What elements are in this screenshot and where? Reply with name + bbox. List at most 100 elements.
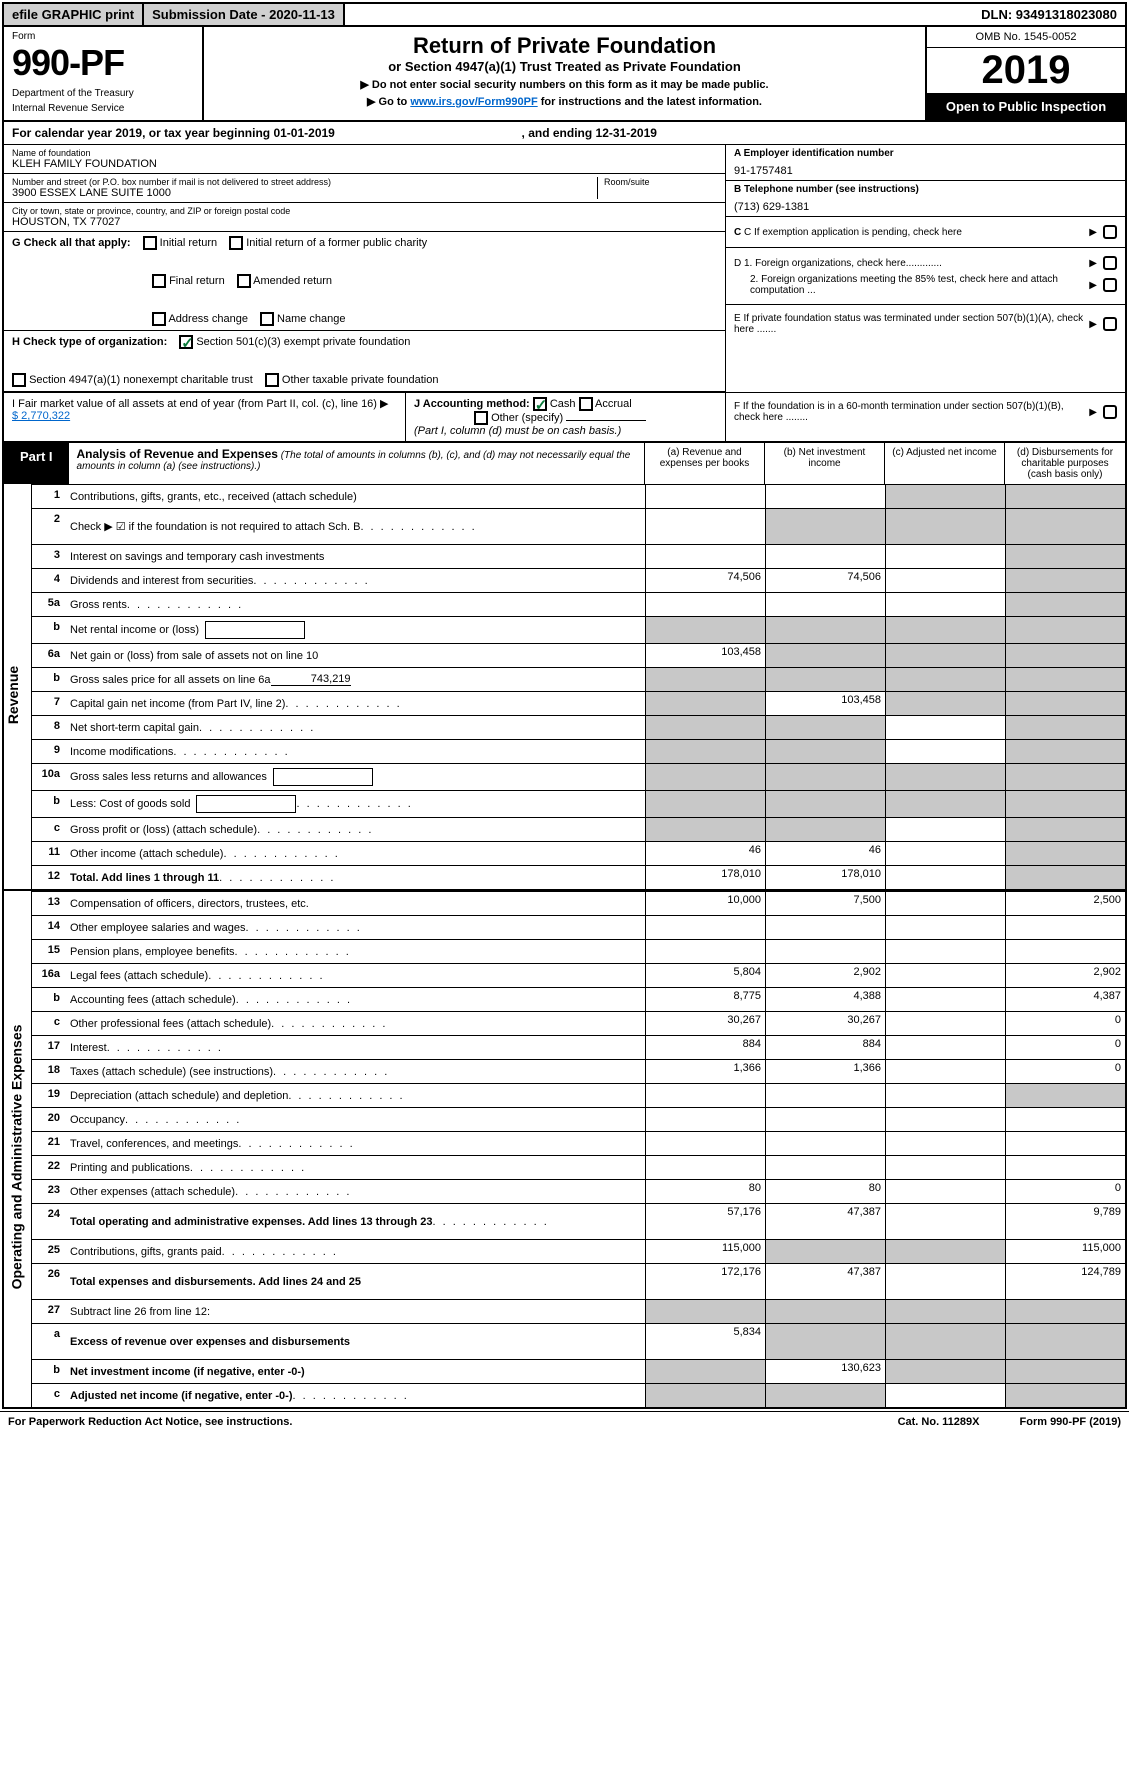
- header-right: OMB No. 1545-0052 2019 Open to Public In…: [925, 27, 1125, 120]
- data-cell: 0: [1005, 1012, 1125, 1035]
- data-cell: [1005, 692, 1125, 715]
- data-cell: [885, 866, 1005, 889]
- data-cell: 130,623: [765, 1360, 885, 1383]
- table-row: bLess: Cost of goods sold: [32, 790, 1125, 817]
- table-row: cOther professional fees (attach schedul…: [32, 1011, 1125, 1035]
- data-cell: 0: [1005, 1180, 1125, 1203]
- data-cell: 46: [765, 842, 885, 865]
- table-row: 4Dividends and interest from securities7…: [32, 568, 1125, 592]
- data-cell: [885, 509, 1005, 544]
- line-description: Printing and publications: [66, 1156, 645, 1179]
- table-row: 5aGross rents: [32, 592, 1125, 616]
- checkbox-f[interactable]: [1103, 405, 1117, 419]
- expenses-section: Operating and Administrative Expenses 13…: [4, 889, 1125, 1407]
- line-number: 26: [32, 1264, 66, 1299]
- checkbox-cash[interactable]: [533, 397, 547, 411]
- efile-print-button[interactable]: efile GRAPHIC print: [4, 4, 144, 25]
- table-row: 7Capital gain net income (from Part IV, …: [32, 691, 1125, 715]
- data-cell: [1005, 509, 1125, 544]
- data-cell: [1005, 617, 1125, 643]
- data-cell: [1005, 545, 1125, 568]
- table-row: 27Subtract line 26 from line 12:: [32, 1299, 1125, 1323]
- line-description: Other income (attach schedule): [66, 842, 645, 865]
- data-cell: [765, 1084, 885, 1107]
- foundation-name: KLEH FAMILY FOUNDATION: [12, 158, 717, 170]
- data-cell: 0: [1005, 1060, 1125, 1083]
- data-cell: 2,500: [1005, 892, 1125, 915]
- checkbox-d1[interactable]: [1103, 256, 1117, 270]
- data-cell: [645, 740, 765, 763]
- data-cell: 47,387: [765, 1204, 885, 1239]
- data-cell: [645, 1300, 765, 1323]
- data-cell: 884: [645, 1036, 765, 1059]
- line-description: Total operating and administrative expen…: [66, 1204, 645, 1239]
- data-cell: 178,010: [765, 866, 885, 889]
- data-cell: [1005, 740, 1125, 763]
- checkbox-amended[interactable]: [237, 274, 251, 288]
- checkbox-final-return[interactable]: [152, 274, 166, 288]
- irs-link[interactable]: www.irs.gov/Form990PF: [410, 96, 537, 108]
- data-cell: [765, 1384, 885, 1407]
- checkbox-c[interactable]: [1103, 225, 1117, 239]
- data-cell: [1005, 1084, 1125, 1107]
- checkbox-initial-return[interactable]: [143, 236, 157, 250]
- data-cell: [645, 485, 765, 508]
- checkbox-other-taxable[interactable]: [265, 373, 279, 387]
- table-row: 20Occupancy: [32, 1107, 1125, 1131]
- data-cell: [885, 545, 1005, 568]
- checkbox-other-method[interactable]: [474, 411, 488, 425]
- data-cell: [885, 668, 1005, 691]
- checkbox-accrual[interactable]: [579, 397, 593, 411]
- data-cell: [765, 1108, 885, 1131]
- header-title-block: Return of Private Foundation or Section …: [204, 27, 925, 120]
- data-cell: [765, 509, 885, 544]
- data-cell: [885, 1324, 1005, 1359]
- line-description: Other professional fees (attach schedule…: [66, 1012, 645, 1035]
- checkbox-name-change[interactable]: [260, 312, 274, 326]
- table-row: bNet rental income or (loss): [32, 616, 1125, 643]
- checkbox-e[interactable]: [1103, 317, 1117, 331]
- data-cell: 74,506: [645, 569, 765, 592]
- data-cell: [885, 892, 1005, 915]
- line-number: 19: [32, 1084, 66, 1107]
- data-cell: [645, 1384, 765, 1407]
- data-cell: [645, 668, 765, 691]
- line-description: Adjusted net income (if negative, enter …: [66, 1384, 645, 1407]
- room-suite-label: Room/suite: [604, 177, 717, 187]
- checkbox-d2[interactable]: [1103, 278, 1117, 292]
- data-cell: [645, 1156, 765, 1179]
- data-cell: [885, 1036, 1005, 1059]
- checkbox-4947a1[interactable]: [12, 373, 26, 387]
- checkbox-address-change[interactable]: [152, 312, 166, 326]
- section-d: D 1. Foreign organizations, check here..…: [726, 248, 1125, 305]
- line-number: c: [32, 818, 66, 841]
- line-number: 8: [32, 716, 66, 739]
- checkbox-501c3[interactable]: [179, 335, 193, 349]
- data-cell: 7,500: [765, 892, 885, 915]
- table-row: 2Check ▶ ☑ if the foundation is not requ…: [32, 508, 1125, 544]
- data-cell: 8,775: [645, 988, 765, 1011]
- data-cell: [1005, 791, 1125, 817]
- data-cell: [885, 1084, 1005, 1107]
- table-row: 21Travel, conferences, and meetings: [32, 1131, 1125, 1155]
- part1-header: Part I Analysis of Revenue and Expenses …: [4, 443, 1125, 484]
- table-row: bAccounting fees (attach schedule)8,7754…: [32, 987, 1125, 1011]
- line-description: Total expenses and disbursements. Add li…: [66, 1264, 645, 1299]
- data-cell: 57,176: [645, 1204, 765, 1239]
- footer-left: For Paperwork Reduction Act Notice, see …: [8, 1416, 292, 1428]
- data-cell: 4,388: [765, 988, 885, 1011]
- line-number: 15: [32, 940, 66, 963]
- table-row: 26Total expenses and disbursements. Add …: [32, 1263, 1125, 1299]
- checkbox-initial-former[interactable]: [229, 236, 243, 250]
- line-description: Other expenses (attach schedule): [66, 1180, 645, 1203]
- table-row: aExcess of revenue over expenses and dis…: [32, 1323, 1125, 1359]
- table-row: 9Income modifications: [32, 739, 1125, 763]
- table-row: 24Total operating and administrative exp…: [32, 1203, 1125, 1239]
- ein-cell: A Employer identification number 91-1757…: [726, 145, 1125, 181]
- data-cell: [765, 617, 885, 643]
- data-cell: 172,176: [645, 1264, 765, 1299]
- data-cell: [885, 940, 1005, 963]
- col-d-header: (d) Disbursements for charitable purpose…: [1005, 443, 1125, 484]
- data-cell: [885, 1132, 1005, 1155]
- table-row: bNet investment income (if negative, ent…: [32, 1359, 1125, 1383]
